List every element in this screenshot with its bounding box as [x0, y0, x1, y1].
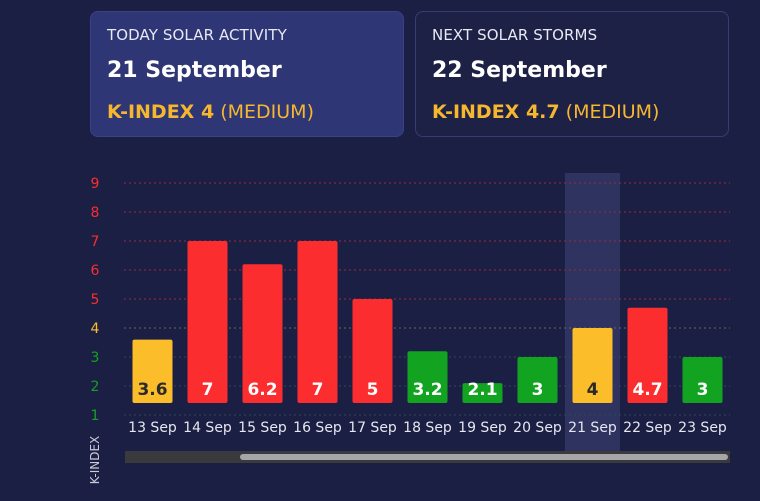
next-k-level: (MEDIUM) [565, 101, 660, 123]
today-card-k-index-line: K-INDEX 4 (MEDIUM) [107, 101, 314, 123]
next-card-k-index-line: K-INDEX 4.7 (MEDIUM) [432, 101, 659, 123]
bar-value-label: 6.2 [247, 380, 277, 400]
bar-value-label: 3 [697, 380, 709, 400]
x-tick-label: 22 Sep [623, 420, 672, 436]
bar[interactable] [407, 351, 448, 403]
today-solar-activity-card: TODAY SOLAR ACTIVITY 21 September K-INDE… [90, 11, 404, 137]
bar[interactable] [297, 241, 338, 403]
highlighted-column [565, 173, 620, 451]
today-k-index: K-INDEX 4 [107, 101, 215, 123]
bar[interactable] [242, 264, 283, 403]
x-tick-label: 15 Sep [238, 420, 287, 436]
bar-value-label: 4 [587, 380, 599, 400]
bar-value-label: 5 [367, 380, 379, 400]
bar-value-label: 7 [202, 380, 214, 400]
bar[interactable] [627, 307, 668, 403]
y-tick-label: 4 [91, 321, 100, 337]
next-solar-storms-card: NEXT SOLAR STORMS 22 September K-INDEX 4… [415, 11, 729, 137]
chart-scrollbar-thumb[interactable] [240, 454, 728, 460]
bar[interactable] [352, 299, 393, 403]
y-tick-label: 2 [91, 379, 100, 395]
x-tick-label: 18 Sep [403, 420, 452, 436]
bar-value-label: 3.6 [137, 380, 167, 400]
y-tick-label: 1 [91, 408, 100, 424]
bar[interactable] [682, 357, 723, 403]
bar[interactable] [132, 339, 173, 403]
bar-value-label: 2.1 [467, 380, 497, 400]
x-tick-label: 13 Sep [128, 420, 177, 436]
y-tick-label: 9 [91, 176, 100, 192]
bar-value-label: 3.2 [412, 380, 442, 400]
y-tick-label: 7 [91, 234, 100, 250]
bar[interactable] [187, 241, 228, 403]
x-tick-label: 17 Sep [348, 420, 397, 436]
bar[interactable] [572, 328, 613, 403]
bar[interactable] [517, 357, 558, 403]
x-tick-label: 14 Sep [183, 420, 232, 436]
y-tick-label: 3 [91, 350, 100, 366]
bar-value-label: 7 [312, 380, 324, 400]
x-tick-label: 19 Sep [458, 420, 507, 436]
x-tick-label: 20 Sep [513, 420, 562, 436]
bar-value-label: 4.7 [632, 380, 662, 400]
next-card-label: NEXT SOLAR STORMS [432, 26, 598, 44]
bar[interactable] [462, 383, 503, 403]
y-tick-label: 8 [91, 205, 100, 221]
x-tick-label: 16 Sep [293, 420, 342, 436]
bar-value-label: 3 [532, 380, 544, 400]
next-card-date: 22 September [432, 58, 607, 83]
x-tick-label: 21 Sep [568, 420, 617, 436]
today-k-level: (MEDIUM) [220, 101, 314, 123]
today-card-label: TODAY SOLAR ACTIVITY [107, 26, 287, 44]
y-axis-label: K-INDEX [88, 436, 102, 485]
today-card-date: 21 September [107, 58, 282, 83]
y-tick-label: 5 [91, 292, 100, 308]
y-tick-label: 6 [91, 263, 100, 279]
x-tick-label: 23 Sep [678, 420, 727, 436]
next-k-index: K-INDEX 4.7 [432, 101, 560, 123]
